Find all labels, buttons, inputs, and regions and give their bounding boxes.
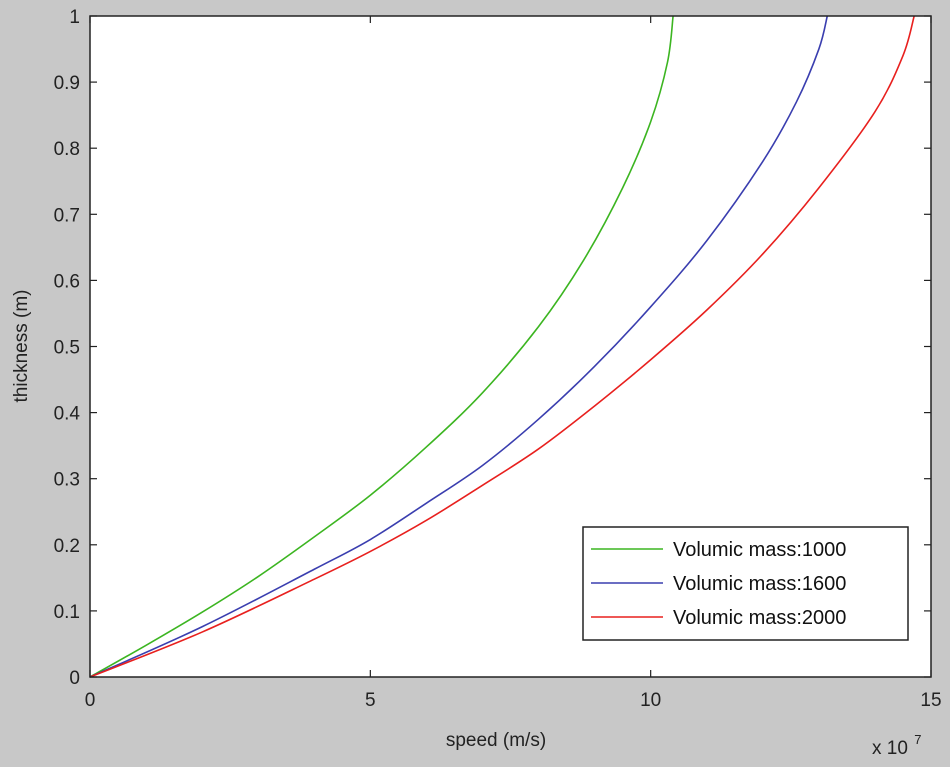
y-tick-label: 0.5 <box>54 338 80 359</box>
x-axis-multiplier-base: x 10 <box>872 738 908 759</box>
legend: Volumic mass:1000 Volumic mass:1600 Volu… <box>582 526 909 641</box>
y-tick-label: 0.9 <box>54 73 80 94</box>
series-layer <box>89 15 915 678</box>
x-tick-label: 15 <box>920 690 941 711</box>
x-tick-label: 0 <box>85 690 96 711</box>
y-tick-label: 1 <box>69 7 80 28</box>
y-tick-label: 0.7 <box>54 205 80 226</box>
x-tick-label: 5 <box>365 690 376 711</box>
x-axis-label: speed (m/s) <box>446 730 546 751</box>
legend-label-2000: Volumic mass:2000 <box>673 607 846 629</box>
legend-label-1600: Volumic mass:1600 <box>673 573 846 595</box>
series-line-volumic-mass-1600 <box>89 15 829 678</box>
x-axis-multiplier-exponent: 7 <box>914 732 921 747</box>
y-tick-label: 0 <box>69 668 80 689</box>
plot-area-frame <box>89 15 932 678</box>
tick-layer: 0 5 10 15 0 0.1 0.2 0.3 0.4 0.5 0.6 0.7 0.8 0.9 1 <box>54 7 942 711</box>
y-tick-label: 0.2 <box>54 536 80 557</box>
series-line-volumic-mass-1000 <box>89 15 674 678</box>
y-tick-label: 0.3 <box>54 470 80 491</box>
y-axis-label: thickness (m) <box>11 290 32 403</box>
x-axis-multiplier: x 10 7 <box>872 732 921 759</box>
x-tick-label: 10 <box>640 690 661 711</box>
legend-label-1000: Volumic mass:1000 <box>673 539 846 561</box>
y-tick-label: 0.4 <box>54 404 81 425</box>
y-tick-label: 0.1 <box>54 602 80 623</box>
y-tick-label: 0.8 <box>54 139 80 160</box>
series-line-volumic-mass-2000 <box>89 15 915 678</box>
y-tick-label: 0.6 <box>54 271 80 292</box>
